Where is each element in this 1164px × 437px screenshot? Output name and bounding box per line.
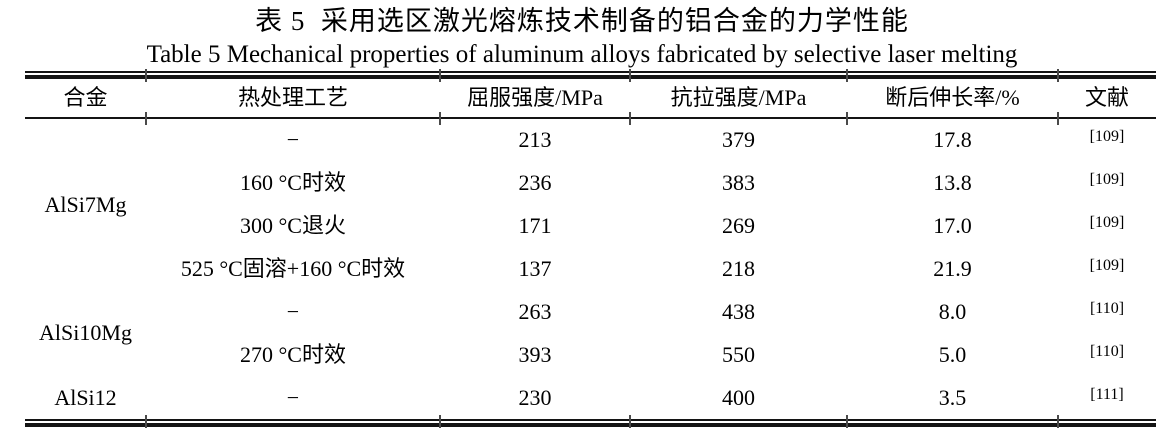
elongation-cell: 3.5 <box>938 384 967 410</box>
table-row: 160 °C时效 236 383 13.8 [109] <box>25 161 1156 204</box>
yield-strength-cell: 213 <box>518 127 552 152</box>
column-divider-tick <box>1057 112 1059 125</box>
treatment-cell: − <box>286 298 300 324</box>
table-row: 525 °C固溶+160 °C时效 137 218 21.9 [109] <box>25 247 1156 290</box>
table-container: 合金 热处理工艺 屈服强度/MPa 抗拉强度/MPa 断后伸长率/% 文献 Al… <box>25 69 1156 428</box>
tensile-strength-cell: 269 <box>722 212 755 238</box>
reference-citation: [110] <box>1089 299 1125 317</box>
column-divider-tick <box>439 415 441 428</box>
reference-citation: [111] <box>1090 385 1124 403</box>
elongation-cell: 21.9 <box>933 255 972 281</box>
reference-citation: [109] <box>1089 213 1125 231</box>
elongation-cell: 13.8 <box>933 169 972 195</box>
column-divider-tick <box>629 112 631 125</box>
reference-cell: [109] <box>1058 247 1156 290</box>
reference-cell: [111] <box>1058 376 1156 419</box>
column-divider-tick <box>1057 415 1059 428</box>
treatment-cell: 270 °C时效 <box>240 341 346 367</box>
reference-cell: [109] <box>1058 204 1156 247</box>
reference-citation: [109] <box>1089 256 1125 274</box>
column-divider-tick <box>1057 69 1059 82</box>
treatment-cell: 300 °C退火 <box>240 212 346 238</box>
tensile-strength-cell: 400 <box>722 384 755 410</box>
alloy-cell: AlSi12 <box>54 384 117 410</box>
alloy-cell: AlSi7Mg <box>44 191 127 217</box>
table-header-row: 合金 热处理工艺 屈服强度/MPa 抗拉强度/MPa 断后伸长率/% 文献 <box>25 79 1156 119</box>
elongation-cell: 17.0 <box>933 212 972 238</box>
alloy-cell: AlSi10Mg <box>39 320 132 345</box>
reference-cell: [109] <box>1058 118 1156 161</box>
column-divider-tick <box>145 112 147 125</box>
table-row: 270 °C时效 393 550 5.0 [110] <box>25 333 1156 376</box>
treatment-cell: − <box>286 384 300 410</box>
treatment-cell: 160 °C时效 <box>240 169 346 195</box>
yield-strength-cell: 393 <box>518 341 552 367</box>
table-row: 300 °C退火 171 269 17.0 [109] <box>25 204 1156 247</box>
reference-cell: [109] <box>1058 161 1156 204</box>
table-title-english: Table 5 Mechanical properties of aluminu… <box>146 41 1018 68</box>
reference-citation: [110] <box>1089 342 1125 360</box>
yield-strength-cell: 171 <box>518 212 552 238</box>
column-header-alloy: 合金 <box>25 79 146 119</box>
column-header-elongation: 断后伸长率/% <box>847 79 1058 119</box>
column-divider-tick <box>846 415 848 428</box>
reference-citation: [109] <box>1089 128 1125 145</box>
table-body: AlSi7Mg − 213 379 17.8 [109] 160 °C时效 23… <box>25 118 1156 419</box>
column-divider-tick <box>439 112 441 125</box>
table-row: AlSi12 − 230 400 3.5 [111] <box>25 376 1156 419</box>
column-header-yield-strength: 屈服强度/MPa <box>440 79 630 119</box>
yield-strength-cell: 230 <box>518 384 552 410</box>
yield-strength-cell: 137 <box>518 255 552 281</box>
table-row: AlSi7Mg − 213 379 17.8 [109] <box>25 118 1156 217</box>
column-divider-tick <box>439 69 441 82</box>
treatment-cell: − <box>286 127 300 152</box>
table-row: AlSi10Mg − 263 438 8.0 [110] <box>25 290 1156 345</box>
column-header-treatment: 热处理工艺 <box>146 79 440 119</box>
elongation-cell: 8.0 <box>938 298 967 324</box>
reference-cell: [110] <box>1058 333 1156 376</box>
column-divider-tick <box>145 69 147 82</box>
yield-strength-cell: 263 <box>518 298 552 324</box>
yield-strength-cell: 236 <box>518 169 552 195</box>
elongation-cell: 5.0 <box>938 341 967 367</box>
table-header-row-group: 合金 热处理工艺 屈服强度/MPa 抗拉强度/MPa 断后伸长率/% 文献 <box>25 79 1156 119</box>
reference-citation: [109] <box>1089 170 1125 188</box>
column-header-reference: 文献 <box>1058 79 1156 119</box>
tensile-strength-cell: 438 <box>722 298 755 324</box>
column-divider-tick <box>145 415 147 428</box>
column-divider-tick <box>629 69 631 82</box>
column-divider-tick <box>846 112 848 125</box>
mechanical-properties-table: 合金 热处理工艺 屈服强度/MPa 抗拉强度/MPa 断后伸长率/% 文献 Al… <box>25 79 1156 419</box>
table-top-rule <box>25 71 1156 79</box>
tensile-strength-cell: 218 <box>722 255 755 281</box>
elongation-cell: 17.8 <box>933 127 972 152</box>
treatment-cell: 525 °C固溶+160 °C时效 <box>180 255 406 281</box>
column-header-tensile-strength: 抗拉强度/MPa <box>630 79 847 119</box>
table-title-chinese: 表 5 采用选区激光熔炼技术制备的铝合金的力学性能 <box>255 6 909 36</box>
tensile-strength-cell: 550 <box>722 341 755 367</box>
tensile-strength-cell: 379 <box>722 127 755 152</box>
tensile-strength-cell: 383 <box>722 169 755 195</box>
column-divider-tick <box>846 69 848 82</box>
column-divider-tick <box>629 415 631 428</box>
table-bottom-rule <box>25 419 1156 427</box>
reference-cell: [110] <box>1058 290 1156 333</box>
